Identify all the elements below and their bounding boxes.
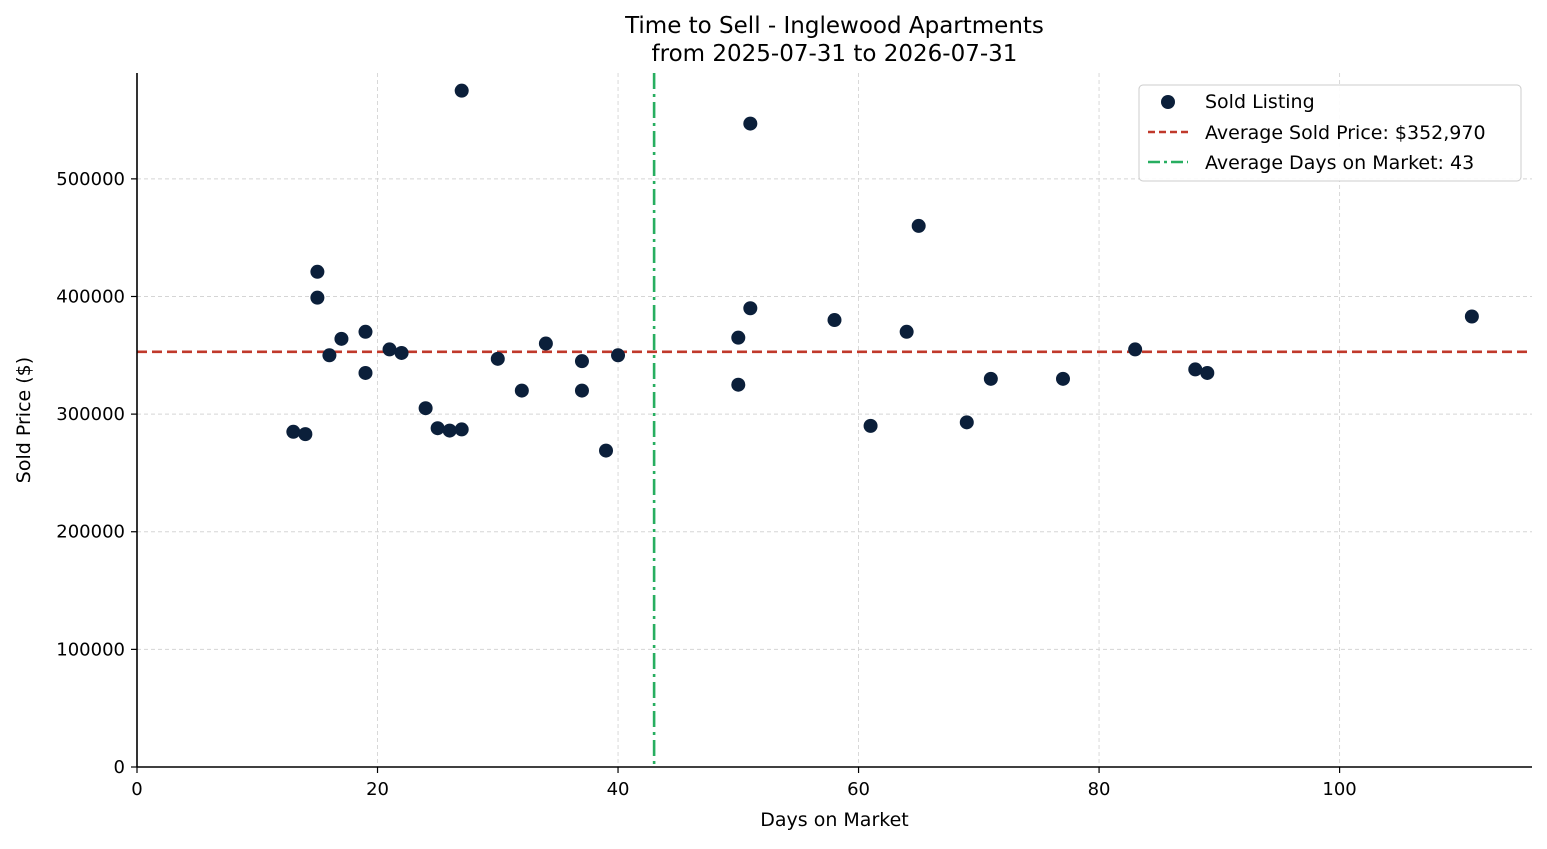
legend-marker-sold-listing — [1161, 95, 1175, 109]
x-tick-label: 80 — [1088, 779, 1111, 800]
x-axis-label: Days on Market — [760, 809, 908, 831]
legend-label-avg-days: Average Days on Market: 43 — [1205, 152, 1474, 174]
x-tick-label: 0 — [131, 779, 142, 800]
y-tick-label: 400000 — [56, 286, 125, 307]
data-point — [382, 342, 397, 357]
data-point — [298, 427, 313, 442]
data-point — [1128, 342, 1143, 357]
data-point — [310, 290, 325, 305]
data-point — [538, 336, 553, 351]
data-point — [743, 116, 758, 131]
data-point — [358, 365, 373, 380]
x-tick-label: 60 — [847, 779, 870, 800]
data-point — [599, 443, 614, 458]
data-point — [1464, 309, 1479, 324]
x-tick-label: 40 — [607, 779, 630, 800]
data-point — [286, 424, 301, 439]
data-point — [394, 345, 409, 360]
data-point — [983, 371, 998, 386]
data-point — [911, 218, 926, 233]
data-points — [286, 83, 1479, 458]
data-point — [574, 354, 589, 369]
y-tick-label: 0 — [114, 757, 125, 778]
chart-title: Time to Sell - Inglewood Apartments — [624, 13, 1044, 39]
chart-subtitle: from 2025-07-31 to 2026-07-31 — [652, 41, 1018, 67]
data-point — [731, 377, 746, 392]
y-axis-label: Sold Price ($) — [13, 357, 35, 483]
data-point — [1188, 362, 1203, 377]
data-point — [574, 383, 589, 398]
data-point — [490, 351, 505, 366]
data-point — [1200, 365, 1215, 380]
data-point — [899, 324, 914, 339]
axes — [136, 73, 1532, 768]
data-point — [322, 348, 337, 363]
ticks: 0 20 40 60 80 100 0 100000 200000 300000 400000 500… — [56, 169, 1356, 800]
data-point — [743, 301, 758, 316]
data-point — [863, 418, 878, 433]
y-tick-label: 100000 — [56, 639, 125, 660]
legend-label-sold-listing: Sold Listing — [1205, 91, 1315, 113]
data-point — [514, 383, 529, 398]
data-point — [454, 422, 469, 437]
y-tick-label: 200000 — [56, 522, 125, 543]
data-point — [418, 401, 433, 416]
data-point — [442, 423, 457, 438]
data-point — [430, 421, 445, 436]
data-point — [334, 331, 349, 346]
data-point — [827, 313, 842, 328]
reference-lines — [137, 73, 1532, 767]
legend-label-avg-price: Average Sold Price: $352,970 — [1205, 122, 1486, 144]
data-point — [358, 324, 373, 339]
data-point — [731, 330, 746, 345]
data-point — [611, 348, 626, 363]
y-tick-label: 500000 — [56, 169, 125, 190]
data-point — [959, 415, 974, 430]
data-point — [454, 83, 469, 98]
x-tick-label: 20 — [366, 779, 389, 800]
legend: Sold Listing Average Sold Price: $352,97… — [1138, 84, 1522, 182]
legend-box — [1138, 84, 1522, 182]
data-point — [1055, 371, 1070, 386]
y-tick-label: 300000 — [56, 404, 125, 425]
data-point — [310, 264, 325, 279]
x-tick-label: 100 — [1322, 779, 1356, 800]
